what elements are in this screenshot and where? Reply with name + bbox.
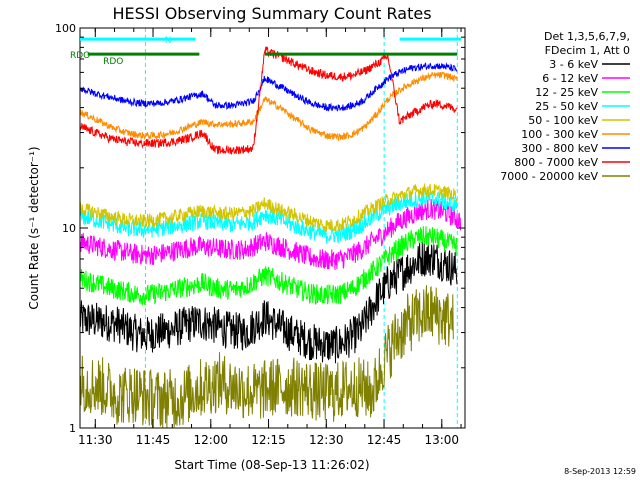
footer-timestamp: 8-Sep-2013 12:59 xyxy=(564,467,636,476)
series-line xyxy=(80,62,458,112)
x-tick-label: 11:30 xyxy=(78,433,113,447)
series-line xyxy=(80,46,458,155)
legend-entry-label: 100 - 300 keV xyxy=(521,128,598,141)
flag-label-rdo: RDO xyxy=(70,51,90,61)
x-tick-label: 12:00 xyxy=(193,433,228,447)
series-line xyxy=(80,190,458,244)
legend-entry-label: 800 - 7000 keV xyxy=(514,156,598,169)
event-label: RDO xyxy=(103,57,123,67)
plot-area xyxy=(80,28,462,428)
legend-entry-label: 25 - 50 keV xyxy=(535,100,598,113)
x-tick-label: 12:15 xyxy=(251,433,286,447)
y-tick-label: 1 xyxy=(69,422,76,435)
x-tick-label: 13:00 xyxy=(424,433,459,447)
legend-entry-label: 50 - 100 keV xyxy=(528,114,598,127)
series-line xyxy=(80,285,454,428)
x-tick-label: 12:45 xyxy=(367,433,402,447)
series-line xyxy=(80,241,458,364)
flag-label-n: N xyxy=(165,36,172,46)
legend-entry-label: 300 - 800 keV xyxy=(521,142,598,155)
legend-entry-label: 3 - 6 keV xyxy=(549,58,598,71)
legend-entry-label: 7000 - 20000 keV xyxy=(500,170,598,183)
series-line xyxy=(80,226,458,306)
x-axis-label: Start Time (08-Sep-13 11:26:02) xyxy=(174,458,369,472)
x-tick-label: 11:45 xyxy=(136,433,171,447)
legend-header: FDecim 1, Att 0 xyxy=(545,44,630,57)
legend-entry-label: 6 - 12 keV xyxy=(542,72,598,85)
legend-header: Det 1,3,5,6,7,9, xyxy=(544,30,630,43)
legend-entry-label: 12 - 25 keV xyxy=(535,86,598,99)
series-line xyxy=(80,199,462,270)
y-tick-label: 10 xyxy=(62,222,76,235)
series-line xyxy=(80,183,458,232)
y-axis-label: Count Rate (s⁻¹ detector⁻¹) xyxy=(27,146,41,309)
y-tick-label: 100 xyxy=(55,22,76,35)
chart-title: HESSI Observing Summary Count Rates xyxy=(112,4,431,23)
x-tick-label: 12:30 xyxy=(309,433,344,447)
